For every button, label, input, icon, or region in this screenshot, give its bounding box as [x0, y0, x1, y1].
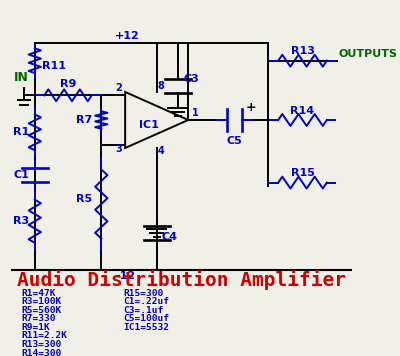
Text: R11: R11 — [42, 61, 66, 70]
Text: 3: 3 — [115, 144, 122, 154]
Text: R1=47K: R1=47K — [21, 289, 56, 298]
Text: +: + — [246, 101, 257, 114]
Text: R13: R13 — [291, 47, 314, 57]
Text: 8: 8 — [157, 81, 164, 91]
Text: C5=100uf: C5=100uf — [124, 314, 170, 323]
Text: R7: R7 — [76, 115, 92, 125]
Text: R15=300: R15=300 — [124, 289, 164, 298]
Text: C1: C1 — [13, 170, 29, 180]
Text: R9: R9 — [60, 79, 76, 89]
Text: R5: R5 — [76, 194, 92, 204]
Text: R13=300: R13=300 — [21, 340, 61, 349]
Text: C1=.22uf: C1=.22uf — [124, 297, 170, 306]
Text: -12: -12 — [115, 271, 135, 281]
Text: R5=560K: R5=560K — [21, 306, 61, 315]
Text: IN: IN — [14, 72, 29, 84]
Text: C5: C5 — [226, 136, 242, 146]
Text: R7=330: R7=330 — [21, 314, 56, 323]
Text: R3: R3 — [13, 216, 29, 226]
Text: +12: +12 — [115, 31, 140, 41]
Text: 1: 1 — [192, 108, 198, 118]
Text: R3=100K: R3=100K — [21, 297, 61, 306]
Text: R11=2.2K: R11=2.2K — [21, 331, 67, 340]
Text: 4: 4 — [158, 146, 164, 156]
Text: R1: R1 — [13, 126, 29, 136]
Text: R14=300: R14=300 — [21, 349, 61, 356]
Text: C3: C3 — [183, 74, 199, 84]
Text: OUTPUTS: OUTPUTS — [338, 49, 397, 59]
Text: IC1=5532: IC1=5532 — [124, 323, 170, 332]
Text: R9=1K: R9=1K — [21, 323, 50, 332]
Text: 2: 2 — [115, 83, 122, 93]
Text: R14: R14 — [290, 106, 315, 116]
Text: Audio Distribution Amplifier: Audio Distribution Amplifier — [17, 270, 346, 290]
Text: IC1: IC1 — [139, 120, 159, 130]
Text: C3=.1uf: C3=.1uf — [124, 306, 164, 315]
Text: C4: C4 — [162, 232, 178, 242]
Text: R15: R15 — [291, 168, 314, 178]
